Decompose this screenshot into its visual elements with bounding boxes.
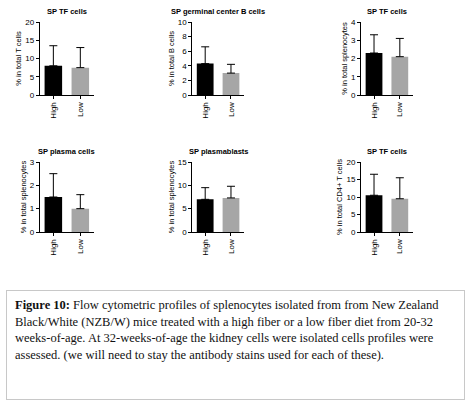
svg-text:2: 2	[30, 181, 35, 190]
svg-text:% in total T cells: % in total T cells	[14, 31, 23, 86]
svg-text:0: 0	[182, 228, 187, 237]
svg-text:1: 1	[30, 204, 35, 213]
svg-text:0: 0	[182, 91, 187, 100]
svg-text:4: 4	[182, 62, 187, 71]
svg-text:High: High	[370, 102, 379, 118]
svg-text:SP TF cells: SP TF cells	[47, 7, 87, 16]
svg-text:% in total CD4+ T cells: % in total CD4+ T cells	[335, 159, 344, 235]
svg-text:SP germinal center B cells: SP germinal center B cells	[171, 7, 265, 16]
svg-text:10: 10	[178, 18, 187, 27]
html-text:Figure 10: Flow cytometric pro: Figure 10: Flow cytometric profiles of s…	[15, 298, 439, 362]
svg-text:Low: Low	[395, 239, 404, 254]
svg-text:3: 3	[30, 158, 35, 167]
svg-text:Low: Low	[76, 239, 85, 254]
svg-text:% in total splenocytes: % in total splenocytes	[340, 22, 349, 95]
svg-text:High: High	[49, 239, 58, 255]
svg-text:15: 15	[178, 158, 187, 167]
svg-text:6: 6	[182, 47, 187, 56]
svg-text:Low: Low	[395, 102, 404, 117]
svg-text:0: 0	[351, 228, 356, 237]
svg-text:Low: Low	[76, 102, 85, 117]
svg-text:15: 15	[347, 175, 356, 184]
svg-text:10: 10	[347, 193, 356, 202]
svg-text:5: 5	[351, 210, 356, 219]
svg-text:SP TF cells: SP TF cells	[367, 7, 407, 16]
svg-text:2: 2	[351, 54, 356, 63]
svg-text:0: 0	[30, 228, 35, 237]
svg-text:% in total B cells: % in total B cells	[167, 31, 176, 86]
svg-text:4: 4	[351, 18, 356, 27]
svg-text:8: 8	[182, 32, 187, 41]
svg-text:Low: Low	[227, 239, 236, 254]
svg-text:High: High	[201, 239, 210, 255]
svg-text:5: 5	[182, 204, 187, 213]
svg-text:0: 0	[351, 91, 356, 100]
svg-text:3: 3	[351, 36, 356, 45]
svg-text:SP plasma cells: SP plasma cells	[38, 147, 95, 156]
svg-text:20: 20	[347, 158, 356, 167]
svg-text:High: High	[49, 102, 58, 118]
svg-text:% in total splenocytes: % in total splenocytes	[167, 160, 176, 233]
svg-text:5: 5	[30, 73, 35, 82]
svg-text:SP plasmablasts: SP plasmablasts	[189, 147, 248, 156]
svg-text:High: High	[370, 239, 379, 255]
svg-text:10: 10	[178, 181, 187, 190]
svg-text:2: 2	[182, 76, 187, 85]
svg-text:Low: Low	[227, 102, 236, 117]
svg-text:15: 15	[25, 36, 34, 45]
svg-text:High: High	[201, 102, 210, 118]
svg-text:1: 1	[351, 73, 356, 82]
svg-text:10: 10	[25, 54, 34, 63]
svg-text:% in total splenocytes: % in total splenocytes	[19, 160, 28, 233]
svg-text:20: 20	[25, 18, 34, 27]
svg-text:0: 0	[30, 91, 35, 100]
svg-text:SP TF cells: SP TF cells	[367, 147, 407, 156]
